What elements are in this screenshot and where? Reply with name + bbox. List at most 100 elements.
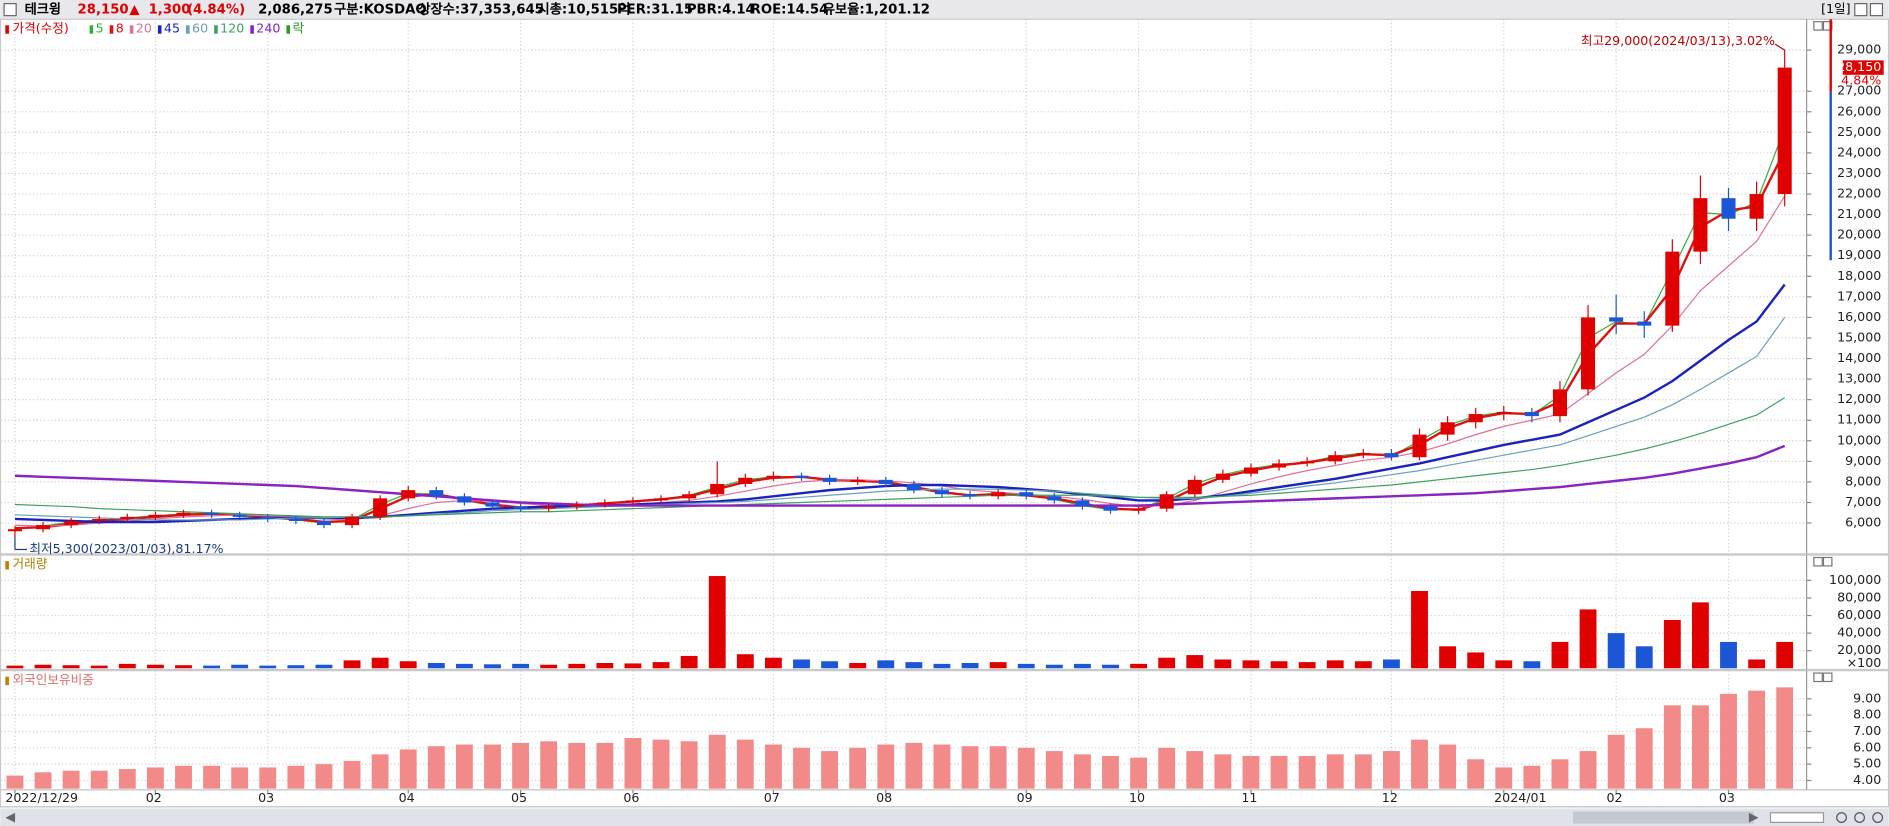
candle-body [1440,422,1455,435]
panel-button[interactable] [1822,556,1833,567]
bar [1439,744,1457,789]
range-indicator [1829,91,1832,261]
zoom-in[interactable] [1854,812,1866,823]
candle-body [148,514,163,517]
candle-body [36,525,51,530]
bar [1045,751,1063,789]
bar [933,663,951,669]
bar [259,767,277,789]
x-tick-label: 2022/12/29 [5,790,78,805]
candle-body [429,490,444,497]
bar [1579,609,1597,669]
bar [736,739,754,789]
legend-swatch [286,25,291,34]
bar [1102,755,1119,789]
scroll-right[interactable]: ▶ [1749,809,1759,824]
menu-icon[interactable] [3,3,17,17]
bar [596,662,614,669]
x-tick-label: 09 [1017,790,1033,805]
panel-button[interactable] [1813,21,1823,31]
candle-body [120,516,135,519]
candle-body [963,494,978,497]
y-tick-label: 20,000 [1837,227,1881,242]
price: 28,150 [78,3,129,18]
candle-body [204,512,219,515]
candle-body [738,477,753,484]
y-tick-label: 23,000 [1837,165,1881,180]
volume: 2,086,275 [258,3,333,18]
bar [1579,751,1597,789]
min-annotation: 최저5,300(2023/01/03),81.17% [29,541,223,556]
bar [175,765,192,789]
bar [1551,641,1569,669]
candle-body [1721,198,1736,219]
candle-body [1637,321,1652,326]
bar [343,660,361,669]
panel-button[interactable] [1813,556,1823,567]
bar [512,663,530,669]
ma-line [14,397,1786,518]
candle-body [1272,463,1287,468]
bar [624,663,642,669]
bar [399,749,417,789]
period[interactable]: [1일] [1821,1,1851,16]
y-tick-label: 4.00 [1853,772,1881,787]
legend-swatch [5,561,9,570]
candle-body [569,504,584,507]
bar [624,738,642,789]
bar [961,746,979,789]
candle-body [541,506,556,509]
legend-swatch [186,25,190,34]
bar [1186,655,1204,669]
candle-body [288,518,303,521]
bar [90,770,108,789]
scroll-thumb[interactable] [1573,811,1754,824]
candle-body [1777,67,1792,195]
bar [1270,661,1288,669]
x-tick-label: 02 [1607,790,1623,805]
change: 1,300 [149,3,191,18]
bar [568,742,586,789]
candle-body [1524,411,1539,417]
bar [315,664,333,669]
bar [1214,754,1232,789]
bar [203,765,221,789]
panel-button[interactable] [1813,672,1823,683]
zoom-slider[interactable] [1769,812,1825,823]
candle-body [766,475,781,478]
y-tick-label: 15,000 [1837,329,1881,344]
bar [1130,663,1148,669]
scroll-left[interactable]: ◀ [5,809,15,824]
x-tick-label: 02 [146,790,162,805]
legend-swatch [214,25,218,34]
bar [1720,693,1737,789]
candle-body [822,477,837,482]
bar [1326,660,1344,669]
scrollbar[interactable] [0,809,1889,826]
candle-body [1496,411,1511,415]
bar [1242,755,1260,789]
close-button[interactable] [1869,3,1884,17]
candle-body [1019,492,1034,497]
panel-button[interactable] [1822,672,1833,683]
legend-label: 20 [136,20,152,35]
zoom-reset[interactable] [1872,812,1884,823]
change-pct: (4.84%) [187,3,245,18]
legend-swatch [5,25,9,34]
y-tick-label: 27,000 [1837,83,1881,98]
y-tick-label: 26,000 [1837,103,1881,118]
window-button[interactable] [1854,3,1868,17]
bar [175,665,192,669]
candle-body [7,529,22,532]
current-change: 4.84% [1841,72,1881,87]
candle-body [597,502,612,505]
bar [427,746,445,789]
legend-label: 240 [256,20,280,35]
info: 시총:10,515억 [538,2,631,18]
unit-label: ×100 [1847,655,1882,670]
bar [849,747,867,789]
candle-body [1412,434,1427,458]
zoom-out[interactable] [1836,812,1847,823]
candle-body [401,490,416,499]
bar [90,665,108,669]
